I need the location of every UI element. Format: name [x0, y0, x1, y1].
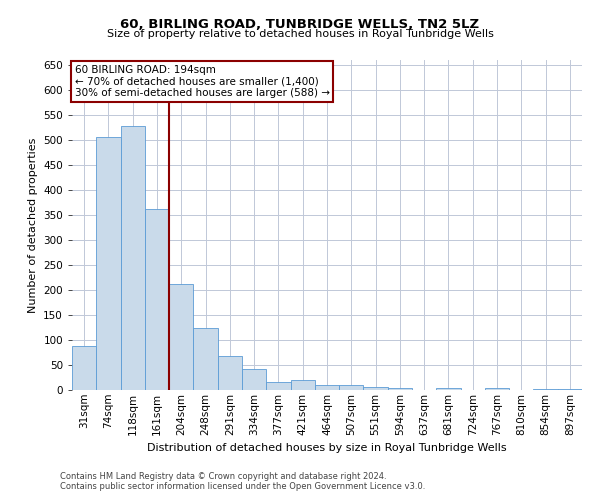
Text: Contains public sector information licensed under the Open Government Licence v3: Contains public sector information licen…	[60, 482, 425, 491]
Bar	[290, 380, 315, 390]
Text: 60 BIRLING ROAD: 194sqm
← 70% of detached houses are smaller (1,400)
30% of semi: 60 BIRLING ROAD: 194sqm ← 70% of detache…	[74, 65, 329, 98]
Bar	[339, 384, 364, 390]
Bar	[218, 356, 242, 390]
Bar	[436, 388, 461, 390]
Text: 60, BIRLING ROAD, TUNBRIDGE WELLS, TN2 5LZ: 60, BIRLING ROAD, TUNBRIDGE WELLS, TN2 5…	[121, 18, 479, 30]
Bar	[193, 328, 218, 390]
Bar	[72, 346, 96, 390]
Bar	[266, 382, 290, 390]
Bar	[145, 208, 169, 390]
Bar	[169, 284, 193, 390]
Bar	[533, 388, 558, 390]
Y-axis label: Number of detached properties: Number of detached properties	[28, 138, 38, 312]
X-axis label: Distribution of detached houses by size in Royal Tunbridge Wells: Distribution of detached houses by size …	[147, 443, 507, 453]
Bar	[388, 388, 412, 390]
Bar	[364, 387, 388, 390]
Bar	[558, 388, 582, 390]
Bar	[121, 126, 145, 390]
Bar	[242, 369, 266, 390]
Bar	[485, 388, 509, 390]
Text: Size of property relative to detached houses in Royal Tunbridge Wells: Size of property relative to detached ho…	[107, 29, 493, 39]
Text: Contains HM Land Registry data © Crown copyright and database right 2024.: Contains HM Land Registry data © Crown c…	[60, 472, 386, 481]
Bar	[96, 136, 121, 390]
Bar	[315, 384, 339, 390]
